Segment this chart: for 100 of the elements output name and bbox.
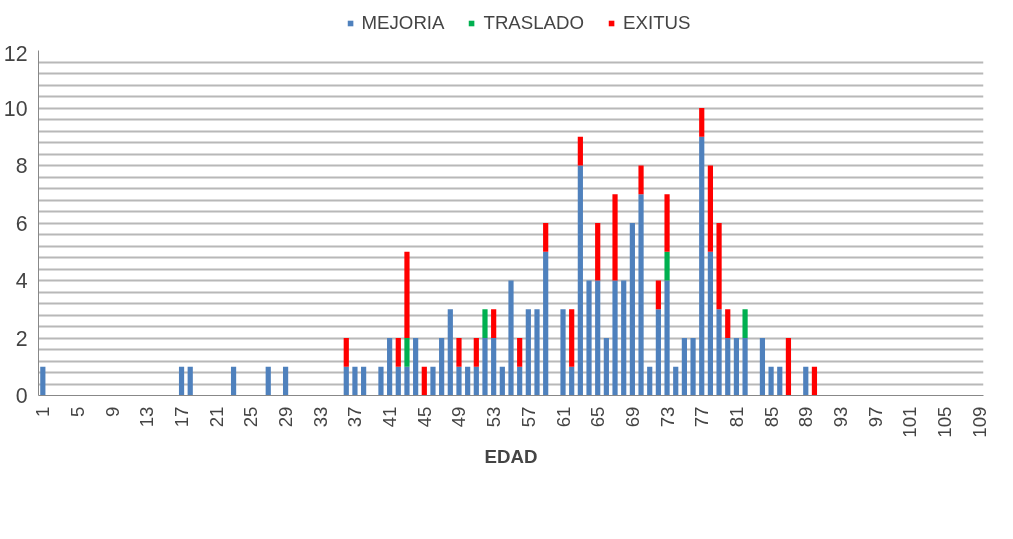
bar xyxy=(387,338,393,396)
bar xyxy=(569,309,575,367)
bar xyxy=(456,338,462,367)
bar xyxy=(595,280,601,396)
x-tick-label: 81 xyxy=(725,406,747,428)
bar xyxy=(282,366,289,396)
bar xyxy=(629,223,635,396)
x-tick-label: 73 xyxy=(656,406,678,428)
x-tick-label: 97 xyxy=(864,406,886,428)
bar xyxy=(664,280,670,396)
bar xyxy=(404,338,410,367)
legend-label: TRASLADO xyxy=(483,11,585,34)
bar xyxy=(699,108,705,137)
bar xyxy=(404,366,410,396)
bar xyxy=(742,338,748,396)
x-tick-label: 105 xyxy=(933,406,955,438)
y-tick-label: 6 xyxy=(15,211,28,236)
x-tick-label: 21 xyxy=(205,406,227,428)
x-tick-label: 85 xyxy=(760,406,782,428)
bar xyxy=(395,366,401,396)
bar xyxy=(595,223,601,281)
x-tick-label: 53 xyxy=(483,406,505,428)
x-tick-label: 89 xyxy=(795,406,817,428)
bar xyxy=(664,194,670,252)
x-tick-label: 37 xyxy=(344,406,366,428)
bar xyxy=(742,309,748,338)
bar xyxy=(543,223,549,252)
bar xyxy=(577,165,583,396)
bar xyxy=(404,251,410,338)
bar xyxy=(265,366,271,396)
x-tick-label: 9 xyxy=(101,406,123,417)
bar xyxy=(439,338,445,396)
y-tick-label: 12 xyxy=(3,41,28,66)
x-tick-label: 69 xyxy=(621,406,643,428)
bar xyxy=(707,251,713,396)
x-tick-label: 41 xyxy=(379,406,401,428)
bar xyxy=(707,165,713,252)
bar xyxy=(378,366,384,396)
x-tick-label: 61 xyxy=(552,406,574,428)
bar xyxy=(343,338,349,367)
bar xyxy=(491,309,497,338)
bar xyxy=(803,366,809,396)
x-tick-label: 25 xyxy=(240,406,262,428)
bar xyxy=(413,338,419,396)
x-tick-label: 57 xyxy=(517,406,539,428)
bar xyxy=(603,338,609,396)
bar xyxy=(482,309,488,338)
bar xyxy=(777,366,783,396)
bar xyxy=(482,338,488,396)
bar xyxy=(612,194,618,281)
bar xyxy=(577,136,583,166)
x-tick-label: 109 xyxy=(968,406,990,438)
x-tick-label: 93 xyxy=(829,406,851,428)
x-tick-label: 5 xyxy=(67,406,89,417)
bar xyxy=(508,280,514,396)
bar xyxy=(447,309,453,396)
bar xyxy=(612,280,618,396)
x-axis-title: EDAD xyxy=(484,445,538,467)
bar xyxy=(655,309,661,396)
bar xyxy=(759,338,766,396)
x-tick-label: 101 xyxy=(899,406,921,438)
bar xyxy=(230,366,237,396)
y-tick-label: 2 xyxy=(15,326,28,351)
bar xyxy=(811,366,818,396)
bar xyxy=(178,366,185,396)
bar xyxy=(187,366,193,396)
x-tick-label: 49 xyxy=(448,406,470,428)
bar xyxy=(785,338,792,396)
y-tick-label: 8 xyxy=(15,154,28,178)
x-tick-label: 1 xyxy=(32,406,54,417)
bar xyxy=(499,366,505,396)
bar xyxy=(569,366,575,396)
bar xyxy=(473,338,479,367)
bar xyxy=(352,366,358,396)
x-tick-label: 65 xyxy=(587,406,609,428)
bar xyxy=(690,338,696,396)
bar xyxy=(664,251,670,281)
bar xyxy=(699,136,705,396)
y-tick-label: 10 xyxy=(3,96,28,121)
bar xyxy=(361,366,367,396)
bar xyxy=(40,366,46,396)
x-tick-label: 33 xyxy=(309,406,331,428)
bar xyxy=(725,338,731,396)
bar xyxy=(343,366,349,396)
bar xyxy=(395,338,401,367)
bar xyxy=(621,280,627,396)
bar xyxy=(430,366,436,396)
y-tick-label: 0 xyxy=(15,384,28,408)
x-tick-label: 13 xyxy=(136,406,158,428)
bar xyxy=(655,280,661,310)
bar xyxy=(586,280,592,396)
bar xyxy=(491,338,497,396)
x-tick-label: 29 xyxy=(275,406,297,428)
bar xyxy=(681,338,687,396)
bar xyxy=(768,366,774,396)
bar xyxy=(733,338,740,396)
bar xyxy=(456,366,462,396)
bar xyxy=(525,309,531,396)
bar xyxy=(473,366,479,396)
x-tick-label: 17 xyxy=(171,406,193,428)
